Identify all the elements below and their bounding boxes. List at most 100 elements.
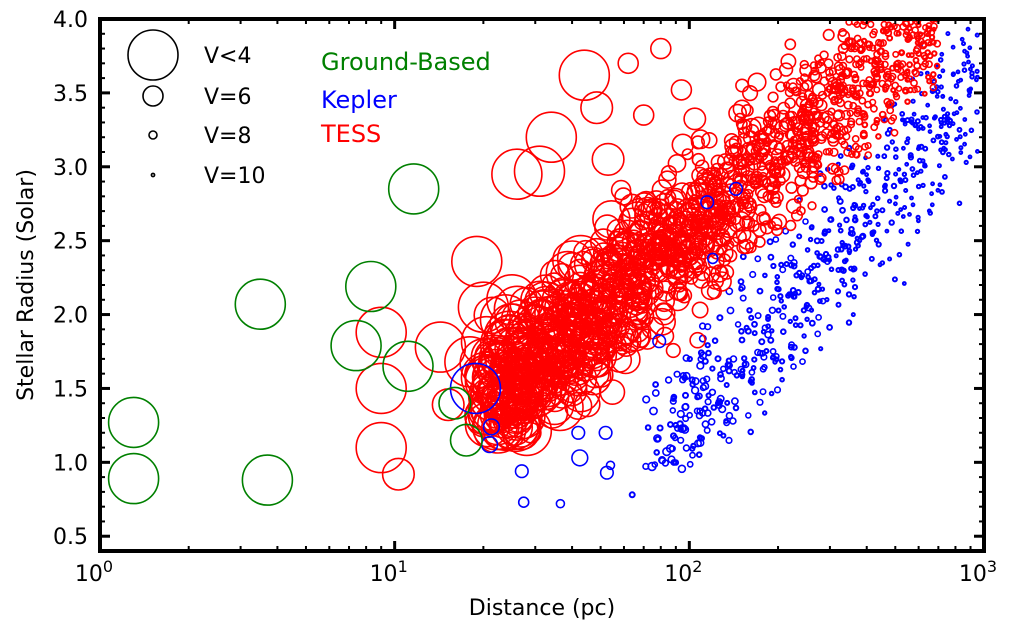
tess-point bbox=[655, 302, 673, 321]
tess-point bbox=[617, 52, 640, 75]
tess-point bbox=[707, 175, 723, 191]
tess-point bbox=[838, 61, 848, 71]
kepler-point bbox=[725, 411, 734, 420]
tess-point bbox=[700, 237, 720, 258]
kepler-point bbox=[734, 321, 742, 328]
tess-point bbox=[538, 337, 570, 369]
tess-point bbox=[860, 113, 869, 121]
tess-point bbox=[732, 229, 747, 245]
kepler-point bbox=[945, 120, 950, 125]
kepler-point bbox=[896, 251, 903, 258]
tess-point bbox=[933, 39, 942, 48]
kepler-point bbox=[908, 116, 915, 123]
tess-point bbox=[798, 131, 810, 142]
kepler-point bbox=[723, 382, 730, 388]
tess-point bbox=[855, 117, 864, 126]
kepler-point bbox=[780, 328, 787, 336]
kepler-point bbox=[778, 261, 785, 268]
kepler-point bbox=[695, 451, 703, 459]
tess-point bbox=[836, 84, 849, 97]
kepler-point bbox=[514, 464, 529, 479]
kepler-point bbox=[920, 182, 926, 188]
kepler-point bbox=[901, 171, 908, 178]
kepler-point bbox=[839, 277, 845, 284]
kepler-point bbox=[729, 417, 737, 425]
tess-point bbox=[642, 232, 663, 253]
kepler-point bbox=[759, 388, 767, 396]
tess-point bbox=[873, 68, 881, 76]
kepler-point bbox=[751, 389, 758, 396]
tess-point bbox=[642, 241, 663, 262]
tess-point bbox=[691, 152, 706, 167]
kepler-point bbox=[725, 367, 733, 375]
tess-point bbox=[773, 166, 791, 184]
kepler-point bbox=[912, 122, 919, 129]
tess-point bbox=[744, 241, 757, 254]
kepler-point bbox=[905, 241, 911, 247]
tess-point bbox=[768, 217, 783, 231]
tess-point bbox=[495, 369, 548, 422]
series-legend-label: TESS bbox=[320, 120, 381, 148]
kepler-point bbox=[704, 398, 712, 406]
kepler-point bbox=[704, 342, 711, 349]
tess-point bbox=[882, 86, 889, 93]
kepler-point bbox=[845, 243, 852, 250]
kepler-point bbox=[887, 198, 893, 204]
kepler-point bbox=[849, 162, 856, 169]
kepler-point bbox=[897, 177, 903, 183]
tess-point bbox=[736, 132, 752, 147]
kepler-point bbox=[801, 333, 807, 339]
tess-point bbox=[606, 230, 629, 253]
tess-point bbox=[845, 55, 854, 64]
tess-point bbox=[541, 272, 567, 298]
tess-point bbox=[785, 181, 798, 194]
kepler-point bbox=[682, 354, 691, 362]
tess-point bbox=[749, 180, 760, 190]
kepler-point bbox=[974, 32, 980, 38]
tess-point bbox=[767, 139, 778, 150]
tess-point bbox=[710, 264, 729, 283]
kepler-point bbox=[873, 237, 880, 244]
tess-point bbox=[838, 27, 848, 37]
tess-point bbox=[885, 100, 893, 108]
tess-point bbox=[645, 198, 672, 225]
kepler-point bbox=[872, 213, 879, 220]
kepler-point bbox=[662, 447, 672, 457]
kepler-point bbox=[843, 216, 850, 224]
tess-point bbox=[807, 201, 817, 211]
tess-point bbox=[809, 97, 819, 108]
tess-point bbox=[830, 163, 841, 174]
kepler-point bbox=[836, 195, 842, 201]
tess-point bbox=[809, 122, 821, 133]
tess-point bbox=[811, 129, 820, 138]
kepler-point bbox=[937, 74, 943, 79]
kepler-point bbox=[768, 306, 777, 314]
tess-point bbox=[893, 29, 901, 37]
kepler-point bbox=[902, 177, 909, 183]
kepler-point bbox=[961, 41, 966, 47]
kepler-point bbox=[652, 334, 667, 349]
tess-point bbox=[800, 123, 813, 136]
kepler-point bbox=[762, 272, 768, 279]
kepler-point bbox=[699, 384, 707, 392]
kepler-point bbox=[938, 139, 945, 146]
tess-point bbox=[833, 53, 842, 62]
tess-point bbox=[830, 95, 839, 104]
tess-point bbox=[793, 194, 804, 204]
kepler-point bbox=[827, 216, 835, 223]
kepler-point bbox=[779, 312, 787, 320]
tess-point bbox=[906, 61, 913, 69]
tess-point bbox=[610, 179, 632, 201]
tess-point bbox=[728, 135, 742, 149]
tess-point bbox=[660, 253, 674, 267]
tess-point bbox=[905, 52, 912, 58]
kepler-point bbox=[787, 254, 795, 262]
tess-point bbox=[683, 107, 707, 131]
kepler-point bbox=[956, 126, 963, 133]
tess-point bbox=[803, 89, 815, 101]
tess-point bbox=[866, 20, 875, 29]
tess-point bbox=[381, 457, 416, 491]
tess-point bbox=[810, 66, 820, 76]
tess-point bbox=[844, 36, 854, 46]
